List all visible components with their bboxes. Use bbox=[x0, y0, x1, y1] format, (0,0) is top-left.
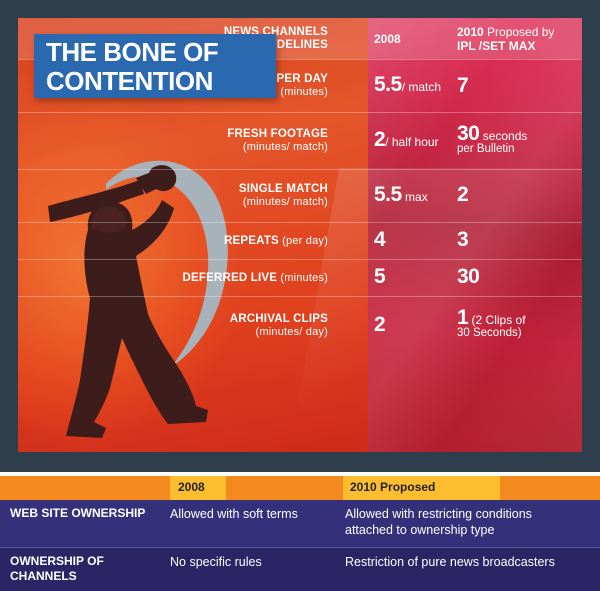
ownership-label-line1: OWNERSHIP OF bbox=[10, 554, 104, 568]
row-label-main: REPEATS bbox=[224, 234, 279, 247]
cell-2010: 30 bbox=[445, 266, 582, 287]
cell-2010-unit2: 30 Seconds) bbox=[457, 327, 522, 339]
row-label-sub: (minutes/ day) bbox=[255, 325, 328, 338]
ownership-header-2010: 2010 Proposed bbox=[350, 480, 436, 494]
header-2010-year: 2010 bbox=[457, 24, 484, 39]
crimson-band bbox=[368, 18, 582, 452]
title-line-2: CONTENTION bbox=[46, 66, 213, 96]
row-label: REPEATS (per day) bbox=[18, 235, 338, 248]
cell-2010: 3 bbox=[445, 229, 582, 250]
header-2010-line2: IPL /SET MAX bbox=[457, 38, 536, 53]
table-row: REPEATS (per day) 4 3 bbox=[18, 222, 582, 259]
ownership-row-label: OWNERSHIP OF CHANNELS bbox=[0, 548, 170, 591]
cricket-batsman-silhouette-icon bbox=[48, 160, 228, 438]
row-label-main: FRESH FOOTAGE bbox=[227, 128, 328, 140]
header-2010-block bbox=[343, 476, 500, 500]
cell-2010-value: 30 bbox=[457, 265, 480, 288]
cell-2008: 4 bbox=[338, 229, 445, 250]
cell-2010: 2 bbox=[445, 184, 582, 205]
table-row: SINGLE MATCH (minutes/ match) 5.5 max 2 bbox=[18, 169, 582, 222]
header-2010-rest: Proposed by bbox=[483, 24, 555, 39]
header-2008-block bbox=[170, 476, 226, 500]
helmet-icon bbox=[91, 205, 127, 233]
cell-2010-unit2: per Bulletin bbox=[457, 142, 515, 155]
ownership-row: WEB SITE OWNERSHIP Allowed with soft ter… bbox=[0, 500, 600, 547]
cell-2008-value: 5 bbox=[374, 265, 386, 288]
ownership-row-label: WEB SITE OWNERSHIP bbox=[0, 500, 170, 547]
cell-2008-unit: / half hour bbox=[385, 135, 439, 149]
cell-2008-value: 5.5 bbox=[374, 73, 402, 96]
ownership-cell-2010: Allowed with restricting conditions atta… bbox=[345, 500, 600, 547]
ownership-row: OWNERSHIP OF CHANNELS No specific rules … bbox=[0, 547, 600, 591]
row-label: FRESH FOOTAGE (minutes/ match) bbox=[18, 128, 338, 154]
title-line-1: THE BONE OF bbox=[46, 37, 219, 67]
cell-2010-value: 3 bbox=[457, 228, 469, 251]
table-row: DEFERRED LIVE (minutes) 5 30 bbox=[18, 259, 582, 296]
ownership-2010-line1: Allowed with restricting conditions bbox=[345, 507, 532, 521]
cell-2008: 2/ half hour bbox=[338, 129, 445, 150]
cell-2008-unit: / match bbox=[401, 80, 442, 94]
cell-2010-value: 30 bbox=[457, 121, 480, 145]
cell-2008: 5.5/ match bbox=[338, 74, 445, 95]
cell-2008: 5 bbox=[338, 266, 445, 287]
cell-2010-value: 1 bbox=[457, 306, 469, 329]
row-label-sub: (minutes) bbox=[277, 271, 328, 284]
batsman-body-icon bbox=[66, 200, 208, 438]
row-label: DEFERRED LIVE (minutes) bbox=[18, 272, 338, 285]
ownership-2010-line1: Restriction of pure news broadcasters bbox=[345, 555, 555, 569]
table-row: ARCHIVAL CLIPS (minutes/ day) 2 1 (2 Cli… bbox=[18, 296, 582, 354]
ownership-cell-2010: Restriction of pure news broadcasters bbox=[345, 548, 600, 591]
ownership-cell-2008: Allowed with soft terms bbox=[170, 507, 298, 521]
coverage-guidelines-table: NEWS CHANNELS COVERAGE GUIDELINES 2008 2… bbox=[18, 18, 582, 354]
gloves-icon bbox=[149, 165, 177, 192]
cricket-bat-icon bbox=[48, 180, 144, 222]
row-label: ARCHIVAL CLIPS (minutes/ day) bbox=[18, 313, 338, 339]
cell-2010-unit: seconds bbox=[479, 128, 528, 143]
row-label-main: DEFERRED LIVE bbox=[182, 271, 278, 284]
table-header-2008: 2008 bbox=[374, 31, 401, 46]
cell-2008: 5.5 max bbox=[338, 184, 445, 205]
cell-2010: 30 seconds per Bulletin bbox=[445, 123, 582, 156]
ownership-header-2008: 2008 bbox=[178, 480, 205, 494]
cell-2008-value: 2 bbox=[374, 312, 386, 336]
bat-swing-arc-icon bbox=[106, 160, 228, 366]
row-label-sub: (minutes) bbox=[280, 86, 328, 98]
cell-2010-value: 7 bbox=[457, 73, 469, 97]
table-header-2010: 2010 Proposed by IPL /SET MAX bbox=[445, 25, 582, 53]
cell-2008-value: 5.5 bbox=[374, 183, 402, 206]
cell-2010-value: 2 bbox=[457, 183, 469, 206]
row-label: SINGLE MATCH (minutes/ match) bbox=[18, 183, 338, 209]
ownership-label-line2: CHANNELS bbox=[10, 569, 77, 583]
top-panel: NEWS CHANNELS COVERAGE GUIDELINES 2008 2… bbox=[0, 0, 600, 472]
cell-2010-unit: (2 Clips of bbox=[468, 313, 526, 327]
artwork-panel: NEWS CHANNELS COVERAGE GUIDELINES 2008 2… bbox=[18, 18, 582, 452]
ownership-table: 2008 2010 Proposed WEB SITE OWNERSHIP Al… bbox=[0, 476, 600, 591]
cell-2008: 2 bbox=[338, 314, 445, 335]
table-row: FRESH FOOTAGE (minutes/ match) 2/ half h… bbox=[18, 112, 582, 169]
cell-2010: 1 (2 Clips of 30 Seconds) bbox=[445, 307, 582, 340]
cell-2010: 7 bbox=[445, 75, 582, 96]
row-label-sub: (minutes/ match) bbox=[242, 196, 328, 208]
ownership-2010-line2: attached to ownership type bbox=[345, 523, 495, 537]
cell-2008-unit: max bbox=[401, 190, 428, 204]
cell-2008-value: 2 bbox=[374, 128, 386, 151]
ownership-label-line1: WEB SITE OWNERSHIP bbox=[10, 506, 146, 520]
row-label-sub: (per day) bbox=[278, 234, 328, 247]
page-title: THE BONE OF CONTENTION bbox=[34, 34, 276, 98]
row-label-main: ARCHIVAL CLIPS bbox=[229, 312, 328, 325]
row-label-main: SINGLE MATCH bbox=[238, 183, 328, 195]
ownership-cell-2008: No specific rules bbox=[170, 555, 262, 569]
cell-2008-value: 4 bbox=[374, 228, 386, 251]
row-label-sub: (minutes/ match) bbox=[242, 141, 328, 153]
ownership-table-header: 2008 2010 Proposed bbox=[0, 476, 600, 500]
